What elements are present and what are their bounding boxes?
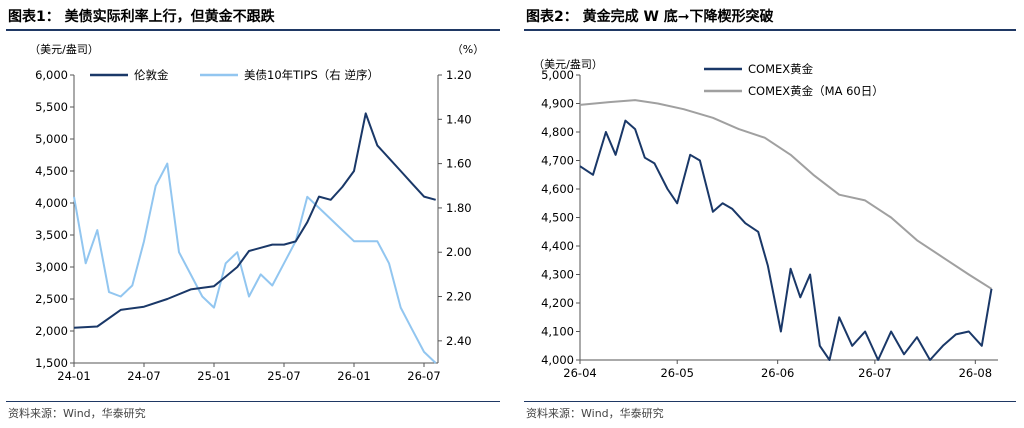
chart1-left-tick-label: 3,000 [35, 260, 68, 274]
chart1-legend-tips-label: 美债10年TIPS（右 逆序） [244, 68, 379, 82]
chart2-title: 图表2： 黄金完成 W 底➞下降楔形突破 [526, 9, 774, 25]
chart1-left-tick-label: 5,000 [35, 132, 68, 146]
chart1-right-tick-label: 2.40 [446, 334, 472, 348]
chart1-right-tick-label: 2.20 [446, 290, 472, 304]
chart1-right-tick-label: 2.00 [446, 245, 472, 259]
chart1-left-tick-label: 5,500 [35, 100, 68, 114]
chart1-x-tick-label: 26-07 [407, 369, 440, 383]
chart2-series-ma60-line [579, 99, 993, 290]
chart2-x-tick-label: 26-08 [959, 366, 992, 380]
chart2-y-tick-label: 4,500 [541, 211, 574, 225]
chart2-y-tick-label: 4,800 [541, 125, 574, 139]
chart2-left-unit: （美元/盎司） [533, 57, 603, 71]
chart1-footer-rule [6, 401, 500, 402]
chart1-x-tick-label: 26-01 [337, 369, 370, 383]
chart1-series-tips-line [73, 162, 437, 364]
chart2-y-tick-label: 4,300 [541, 268, 574, 282]
chart2-title-rule [524, 29, 1016, 31]
chart1-x-tick-label: 25-01 [197, 369, 230, 383]
chart2-plot: （美元/盎司） 4,000 4,100 4,200 4,300 4,400 4,500 4,6… [533, 57, 998, 380]
chart1-right-tick-label: 1.20 [446, 68, 472, 82]
chart1-x-tick-label: 24-01 [57, 369, 90, 383]
chart2-source: 资料来源：Wind，华泰研究 [526, 407, 664, 420]
chart1-left-tick-label: 3,500 [35, 228, 68, 242]
chart1-left-tick-label: 2,500 [35, 292, 68, 306]
chart1-x-tick-label: 25-07 [267, 369, 300, 383]
chart1-left-tick-label: 4,000 [35, 196, 68, 210]
chart1-left-tick-label: 4,500 [35, 164, 68, 178]
chart2-footer-rule [524, 401, 1016, 402]
chart2-series-comex-line [579, 119, 993, 361]
chart1-right-tick-label: 1.60 [446, 157, 472, 171]
chart2-x-tick-label: 26-04 [563, 366, 596, 380]
chart1-legend-gold-label: 伦敦金 [134, 68, 169, 82]
chart1-right-unit: （%） [452, 43, 484, 56]
chart1-title: 图表1： 美债实际利率上行，但黄金不跟跌 [8, 9, 275, 25]
chart1-left-tick-label: 2,000 [35, 324, 68, 338]
chart1-left-unit: （美元/盎司） [29, 42, 99, 56]
chart2-legend-comex-label: COMEX黄金 [748, 62, 814, 76]
chart1-left-tick-label: 6,000 [35, 68, 68, 82]
chart1-left-tick-label: 1,500 [35, 356, 68, 370]
chart2-x-tick-label: 26-05 [660, 366, 693, 380]
chart2-y-tick-label: 4,400 [541, 239, 574, 253]
chart2-y-tick-label: 4,200 [541, 296, 574, 310]
chart2-y-tick-label: 4,900 [541, 97, 574, 111]
chart1-x-tick-label: 24-07 [127, 369, 160, 383]
chart2-y-tick-label: 4,600 [541, 182, 574, 196]
chart1-series-gold-line [73, 112, 436, 329]
chart2-y-tick-label: 4,700 [541, 154, 574, 168]
chart1-right-tick-label: 1.80 [446, 201, 472, 215]
chart1-plot: （美元/盎司） （%） 1,500 2,000 2,500 3,000 3,500 4,000… [29, 42, 484, 383]
chart1-right-tick-label: 1.40 [446, 112, 472, 126]
chart2-y-tick-label: 4,000 [541, 353, 574, 367]
chart1-source: 资料来源：Wind，华泰研究 [8, 407, 146, 420]
chart1-title-rule [6, 29, 500, 31]
chart2-y-tick-label: 4,100 [541, 325, 574, 339]
chart2-y-tick-label: 5,000 [541, 68, 574, 82]
chart2-x-tick-label: 26-07 [858, 366, 891, 380]
chart2-legend-ma60-label: COMEX黄金（MA 60日） [748, 84, 884, 98]
chart2-x-tick-label: 26-06 [761, 366, 794, 380]
